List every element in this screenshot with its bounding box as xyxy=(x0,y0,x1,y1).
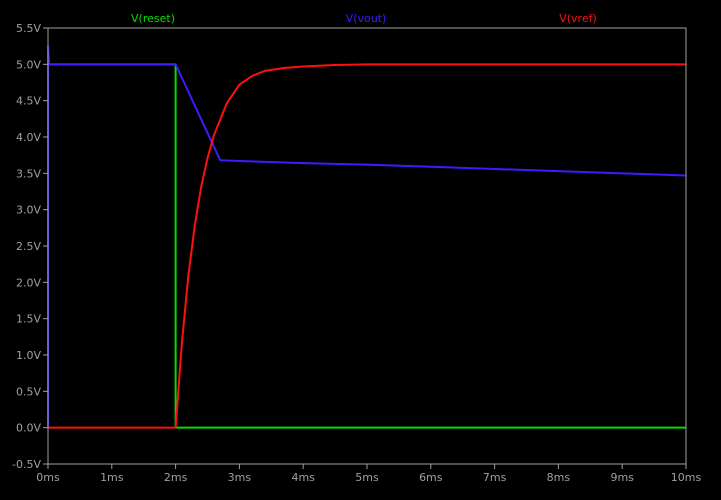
x-tick-label: 2ms xyxy=(164,471,188,484)
x-tick-label: 7ms xyxy=(483,471,507,484)
x-tick-label: 0ms xyxy=(36,471,60,484)
x-tick-label: 6ms xyxy=(419,471,443,484)
y-tick-label: 5.0V xyxy=(16,58,41,71)
y-tick-label: 0.5V xyxy=(16,385,41,398)
x-tick-label: 4ms xyxy=(291,471,315,484)
legend-entry-v-vref[interactable]: V(vref) xyxy=(559,12,597,25)
y-tick-label: 5.5V xyxy=(16,22,41,35)
x-axis: 0ms 1ms 2ms 3ms 4ms 5ms 6ms 7ms 8ms 9ms 10ms xyxy=(36,464,701,484)
trace-v-vout[interactable] xyxy=(47,45,687,428)
y-tick-label: 4.0V xyxy=(16,131,41,144)
y-tick-label: 2.0V xyxy=(16,276,41,289)
x-tick-label: 1ms xyxy=(100,471,124,484)
y-tick-label: 0.0V xyxy=(16,422,41,435)
x-tick-label: 10ms xyxy=(671,471,702,484)
x-tick-label: 9ms xyxy=(610,471,634,484)
series-layer xyxy=(47,45,687,429)
y-tick-label: 1.5V xyxy=(16,313,41,326)
x-tick-label: 3ms xyxy=(228,471,252,484)
trace-v-vref[interactable] xyxy=(48,63,686,429)
x-tick-label: 8ms xyxy=(547,471,571,484)
y-tick-label: 4.5V xyxy=(16,95,41,108)
y-axis: -0.5V 0.0V 0.5V 1.0V 1.5V 2.0V 2.5V 3.0V 3.5V 4.0… xyxy=(12,22,48,471)
legend: V(reset) V(vout) V(vref) xyxy=(131,12,597,25)
legend-entry-v-vout[interactable]: V(vout) xyxy=(346,12,387,25)
y-tick-label: 3.5V xyxy=(16,167,41,180)
x-tick-label: 5ms xyxy=(355,471,379,484)
y-tick-label: 1.0V xyxy=(16,349,41,362)
y-tick-label: -0.5V xyxy=(12,458,41,471)
legend-entry-v-reset[interactable]: V(reset) xyxy=(131,12,175,25)
y-tick-label: 3.0V xyxy=(16,204,41,217)
y-tick-label: 2.5V xyxy=(16,240,41,253)
trace-v-reset[interactable] xyxy=(47,63,686,429)
plot-frame xyxy=(47,27,687,465)
